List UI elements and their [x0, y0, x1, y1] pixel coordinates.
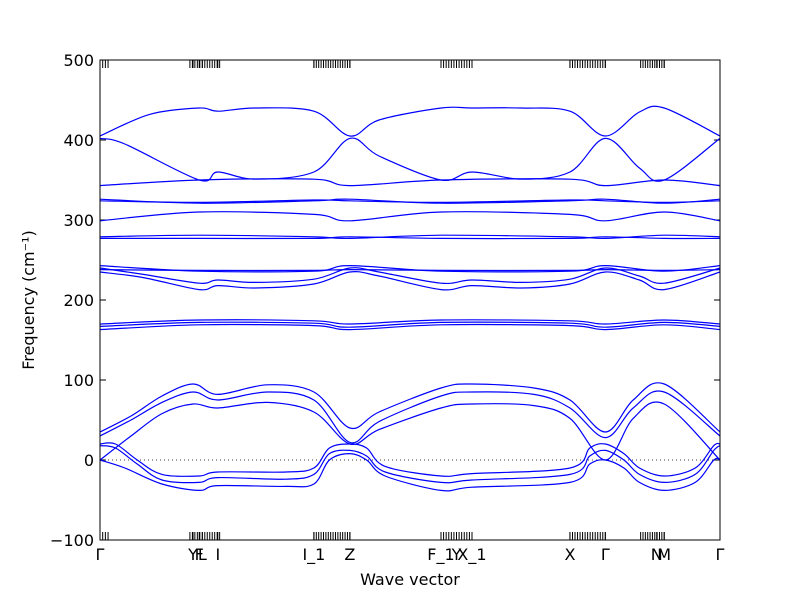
x-tick-label: Γ: [601, 545, 610, 564]
y-tick-label: 500: [63, 51, 94, 70]
x-tick-label: X: [564, 545, 575, 564]
band-line: [99, 401, 721, 461]
band-line: [99, 268, 721, 272]
x-tick-label: M: [657, 545, 671, 564]
x-tick-label: Z: [344, 545, 355, 564]
y-tick-label: 400: [63, 131, 94, 150]
y-axis: −100 0 100 200 300 400 500: [50, 51, 720, 550]
band-line: [99, 321, 721, 328]
x-axis-title: Wave vector: [360, 570, 460, 589]
band-line: [99, 199, 721, 204]
y-tick-label: 0: [84, 451, 94, 470]
band-line: [99, 105, 721, 137]
x-axis: Γ YFL I I_1 Z F_1YX_1 X Γ NM Γ: [96, 60, 725, 565]
band-line: [99, 445, 721, 484]
x-tick-label: Y: [187, 545, 198, 564]
band-line: [99, 442, 721, 477]
y-tick-label: −100: [50, 531, 94, 550]
band-line: [99, 319, 721, 325]
y-axis-title: Frequency (cm⁻¹): [19, 230, 38, 369]
band-line: [99, 452, 721, 492]
y-tick-label: 100: [63, 371, 94, 390]
band-line: [99, 271, 721, 291]
x-tick-label: I: [215, 545, 220, 564]
y-tick-label: 300: [63, 211, 94, 230]
x-tick-label: I_1: [302, 545, 325, 565]
band-line: [99, 323, 721, 331]
band-line: [99, 211, 721, 222]
x-tick-label: F_1: [427, 545, 454, 565]
band-line: [100, 236, 721, 240]
x-tick-label: N: [651, 545, 663, 564]
band-line: [99, 390, 721, 444]
x-tick-label: F: [195, 545, 204, 564]
x-tick-label: L: [198, 545, 207, 564]
plot-frame: [99, 59, 721, 541]
band-line: [99, 178, 721, 187]
band-line: [99, 264, 721, 273]
band-line: [99, 267, 721, 285]
band-line: [99, 382, 721, 433]
x-tick-label: Γ: [716, 545, 725, 564]
x-tick-label: Y: [451, 545, 462, 564]
band-lines: [99, 105, 721, 492]
x-tick-label: Γ: [96, 545, 105, 564]
y-tick-label: 200: [63, 291, 94, 310]
x-tick-label: X_1: [457, 545, 486, 565]
